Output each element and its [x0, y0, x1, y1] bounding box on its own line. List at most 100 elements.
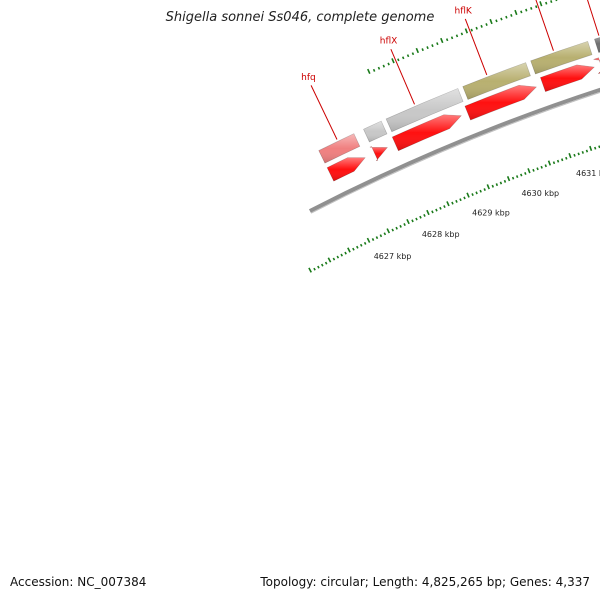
tick-mark: [363, 241, 367, 245]
tick-mark: [403, 223, 406, 226]
tick-mark: [391, 228, 394, 232]
tick-mark: [436, 42, 439, 46]
tick-mark: [510, 13, 513, 17]
map-title: Shigella sonnei Ss046, complete genome: [165, 10, 435, 25]
tick-mark: [423, 213, 426, 217]
tick-mark: [382, 64, 386, 68]
feature-track: [318, 37, 600, 164]
tick-mark: [450, 36, 454, 40]
tick-mark: [356, 245, 359, 249]
tick-mark: [556, 159, 560, 163]
tick-mark: [372, 68, 376, 72]
tick-mark: [352, 247, 355, 251]
gene-label-hflc: hflC: [535, 0, 554, 51]
gene-label-text: hflK: [455, 6, 473, 16]
outer-tick-track: [367, 0, 558, 74]
tick-mark: [460, 32, 464, 36]
tick-mark: [440, 37, 444, 44]
tick-mark: [520, 10, 523, 14]
tick-mark: [547, 160, 552, 166]
tick-mark: [536, 167, 539, 171]
tick-mark: [475, 191, 478, 195]
tick-mark: [375, 236, 379, 240]
tick-mark: [391, 58, 395, 64]
tick-mark: [561, 158, 564, 162]
tick-mark: [573, 153, 576, 157]
tick-mark: [386, 228, 391, 234]
tick-mark: [585, 149, 589, 153]
gene-label-hflx: hflX: [380, 37, 415, 105]
tick-mark: [320, 263, 324, 267]
tick-mark: [439, 206, 442, 210]
tick-mark: [532, 168, 535, 172]
kbp-label: 4631 kbp: [576, 169, 600, 178]
tick-mark: [515, 175, 519, 179]
tick-mark: [455, 34, 459, 38]
tick-mark: [506, 176, 511, 182]
tick-mark: [317, 265, 320, 269]
tick-mark: [435, 208, 438, 212]
tick-mark: [530, 6, 533, 10]
tick-mark: [470, 28, 473, 32]
tick-mark: [581, 151, 584, 154]
tick-mark: [455, 199, 458, 203]
gene-label-hflk: hflK: [455, 6, 488, 76]
kbp-label: 4628 kbp: [422, 230, 460, 239]
tick-mark: [426, 209, 430, 216]
tick-mark: [489, 18, 493, 25]
tick-mark: [308, 267, 312, 273]
tick-mark: [347, 247, 351, 253]
cds-arrow: [464, 84, 537, 121]
tick-mark: [505, 15, 508, 19]
kbp-label: 4627 kbp: [374, 252, 412, 261]
backbone-line: [308, 87, 600, 214]
tick-mark: [535, 5, 538, 9]
tick-mark: [552, 161, 556, 165]
cds-track: [326, 57, 600, 182]
tick-mark: [525, 8, 528, 12]
feature-box: [385, 88, 464, 133]
tick-mark: [479, 189, 482, 193]
tick-mark: [499, 181, 503, 185]
cds-arrow: [391, 114, 462, 152]
tick-mark: [387, 62, 390, 66]
tick-mark: [415, 217, 418, 221]
tick-mark: [406, 218, 410, 225]
tick-mark: [359, 243, 363, 247]
tick-mark: [431, 210, 434, 214]
tick-mark: [367, 68, 371, 74]
tick-mark: [520, 173, 523, 177]
tick-mark: [419, 215, 422, 219]
tick-mark: [495, 183, 499, 187]
gene-label-hfq: hfq: [301, 73, 338, 140]
tick-mark: [555, 0, 558, 2]
tick-mark: [327, 257, 332, 263]
tick-mark: [464, 28, 469, 34]
tick-mark: [463, 196, 466, 200]
tick-mark: [411, 219, 414, 223]
tick-mark: [524, 171, 527, 175]
feature-box: [363, 120, 388, 143]
gene-label-text: hflX: [380, 37, 398, 47]
tick-mark: [540, 165, 543, 169]
tick-mark: [565, 156, 568, 160]
tick-mark: [446, 201, 450, 207]
gene-label-yjet: yjeT: [587, 0, 600, 36]
tick-mark: [336, 255, 340, 259]
tick-mark: [466, 192, 470, 198]
tick-mark: [491, 184, 495, 188]
tick-mark: [406, 54, 410, 58]
accession-text: Accession: NC_007384: [10, 575, 147, 589]
tick-mark: [514, 9, 518, 16]
tick-mark: [577, 152, 580, 156]
feature-box: [530, 40, 593, 75]
summary-text: Topology: circular; Length: 4,825,265 bp…: [260, 575, 590, 589]
gene-label-text: hfq: [301, 73, 316, 83]
tick-mark: [500, 17, 503, 21]
tick-mark: [544, 164, 547, 168]
tick-mark: [568, 152, 572, 159]
tick-mark: [480, 24, 483, 28]
tick-mark: [589, 145, 593, 152]
tick-mark: [550, 0, 553, 3]
tick-mark: [344, 251, 347, 255]
